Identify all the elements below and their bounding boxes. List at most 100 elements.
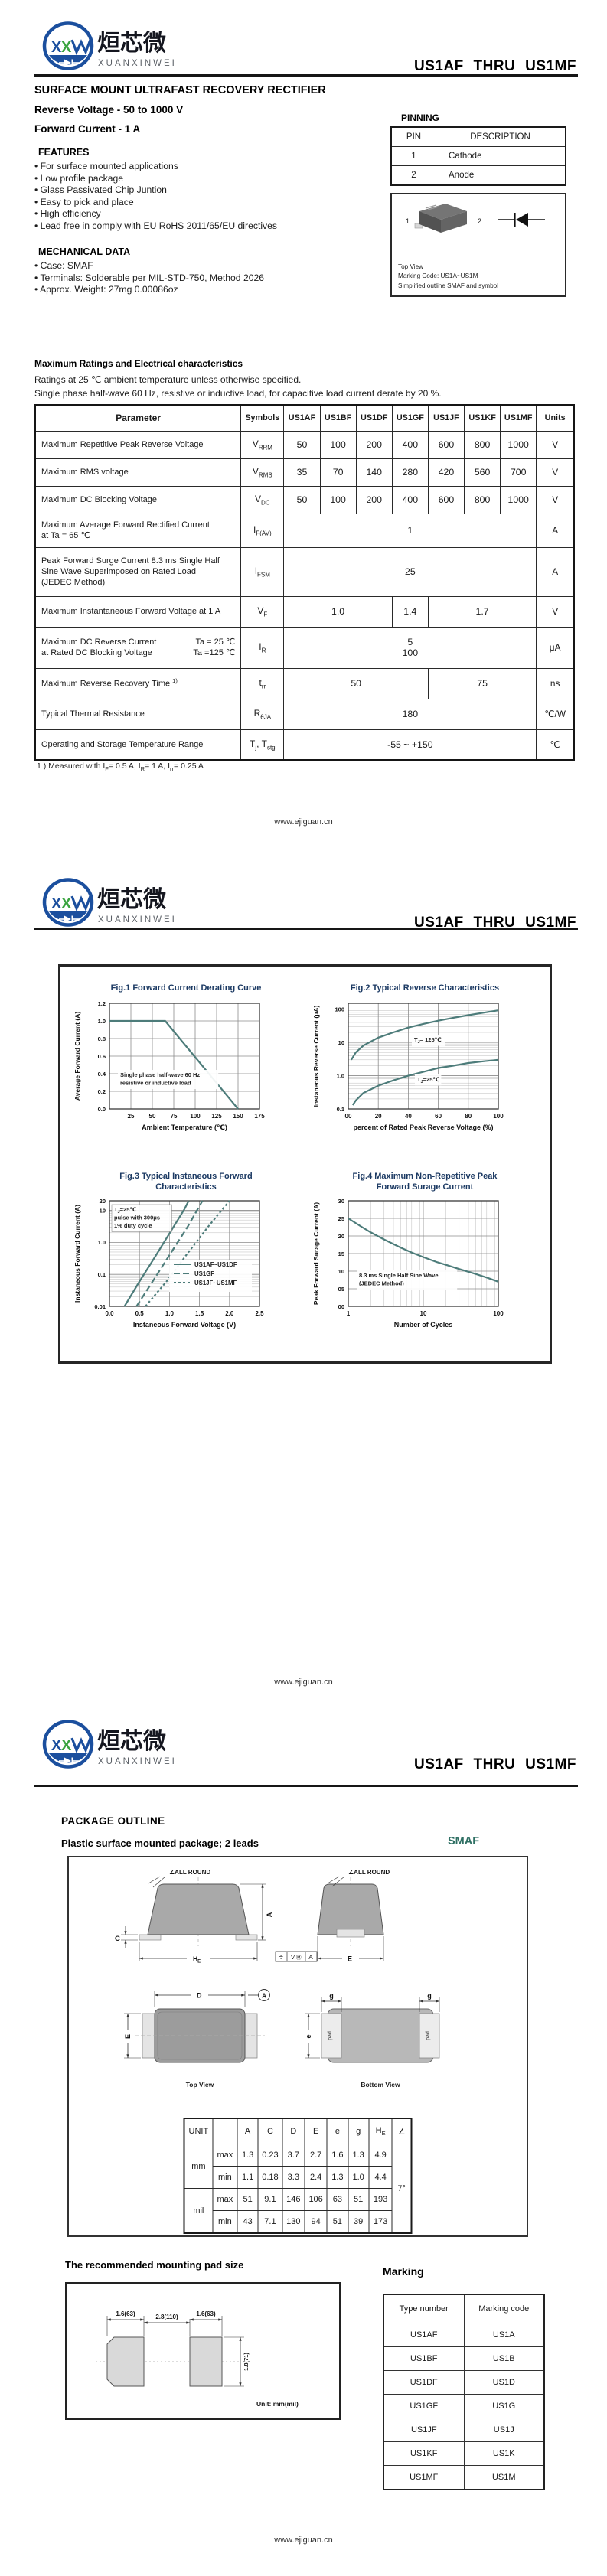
table-row: Maximum RMS voltage VRMS 35 70 140 280 420 560 7…	[34, 458, 575, 487]
dim-value: 1.3	[348, 2144, 370, 2167]
part-range-title: US1AF THRU US1MF	[413, 58, 576, 74]
caption-outline: Simplified outline SMAF and symbol	[398, 282, 499, 289]
x-tick-label: 20	[375, 1113, 382, 1120]
logo-diode-icon	[59, 915, 79, 923]
x-tick-label: 50	[149, 1113, 156, 1120]
dim-value: 7.1	[257, 2210, 283, 2234]
rating-value: 180	[283, 698, 537, 730]
table-header-row: Parameter Symbols US1AF US1BF US1DF US1GF US1J…	[34, 404, 575, 432]
series-tj-25c	[351, 1058, 499, 1106]
x-tick-label: 2.0	[225, 1310, 234, 1317]
x-tick-label: 150	[233, 1113, 243, 1120]
dim-value: 4.9	[368, 2144, 393, 2167]
symbol-cell: Tj, Tstg	[240, 729, 285, 761]
dim-g-label: g	[329, 1992, 334, 2000]
dim-col-header: ∠	[391, 2118, 413, 2144]
marking-code: US1D	[463, 2370, 545, 2395]
parameter-cell: Maximum Repetitive Peak Reverse Voltage	[34, 430, 242, 459]
logo-cn-text: 烜芯微	[97, 31, 166, 56]
datum-a-label: A	[262, 1993, 266, 2000]
symbol-cell: VRRM	[240, 430, 285, 459]
rating-value: 400	[391, 485, 429, 514]
features-heading: FEATURES	[38, 147, 90, 158]
y-tick-label: 0.2	[98, 1088, 106, 1095]
dim-value: 146	[282, 2188, 305, 2211]
type-number: US1KF	[383, 2441, 465, 2466]
rating-value: 800	[464, 485, 501, 514]
unit-col-header: UNIT	[183, 2118, 214, 2144]
mechanical-item: Approx. Weight: 27mg 0.00086oz	[34, 284, 264, 296]
y-tick-label: 0.01	[94, 1303, 106, 1310]
logo-x1: X	[51, 895, 62, 912]
chart-annotation: resistive or inductive load	[120, 1080, 191, 1087]
parameter-cell: Maximum DC Reverse Current Ta = 25 ℃ at Ra…	[34, 626, 242, 669]
rating-value: -55 ~ +150	[283, 729, 537, 761]
column-header: US1AF	[283, 404, 321, 432]
pin-number: 2	[390, 165, 436, 186]
unit-cell: V	[536, 485, 575, 514]
end-view: ∠ALL ROUND E	[317, 1869, 390, 1963]
minmax-cell: max	[212, 2144, 238, 2167]
part-range-title: US1AF THRU US1MF	[413, 1756, 576, 1772]
table-row: Maximum DC Blocking Voltage VDC 50 100 200 40…	[34, 485, 575, 514]
chart-annotation: Single phase half-wave 60 Hz	[120, 1071, 200, 1078]
desc-col-header: DESCRIPTION	[436, 126, 566, 147]
brand-logo: X X 烜芯微 XUANXINWEI	[42, 878, 175, 927]
pad-label: pad	[426, 2031, 431, 2040]
x-tick-label: 1.0	[165, 1310, 175, 1317]
type-number: US1GF	[383, 2394, 465, 2418]
y-axis-title: Average Forward Current (A)	[73, 1012, 81, 1101]
footer-url[interactable]: www.ejiguan.cn	[274, 1678, 333, 1687]
type-number: US1BF	[383, 2346, 465, 2371]
y-tick-label: 10	[100, 1207, 106, 1214]
footer-url[interactable]: www.ejiguan.cn	[274, 2535, 333, 2545]
marking-col-header: Type number	[383, 2294, 465, 2323]
y-tick-label: 10	[338, 1039, 344, 1046]
mechanical-list: Case: SMAFTerminals: Solderable per MIL-…	[34, 260, 264, 296]
y-tick-label: 15	[338, 1251, 344, 1257]
caption-marking-code: Marking Code: US1A~US1M	[398, 272, 478, 279]
y-tick-label: 10	[338, 1268, 344, 1275]
x-axis-title: Ambient Temperature (℃)	[142, 1123, 227, 1131]
logo-diode-icon	[59, 1757, 79, 1765]
table-row: min 1.1 0.18 3.3 2.4 1.3 1.0 4.4	[184, 2166, 412, 2189]
chart-annotation: 8.3 ms Single Half Sine Wave	[359, 1272, 439, 1279]
table-row: US1MF US1M	[383, 2465, 545, 2490]
pin-col-header: PIN	[390, 126, 436, 147]
pad-dim-right: 1.6(63)	[196, 2310, 216, 2317]
table-row: Operating and Storage Temperature Range T…	[34, 729, 575, 761]
y-tick-label: 100	[335, 1006, 344, 1012]
column-header: Units	[536, 404, 575, 432]
fig3-title: Fig.3 Typical Instaneous Forward Characte…	[119, 1172, 253, 1192]
rating-value: 50	[283, 485, 321, 514]
rating-value: 420	[427, 458, 465, 487]
diode-symbol-icon	[498, 213, 545, 227]
column-header: US1BF	[319, 404, 357, 432]
logo-slot: X X 烜芯微 XUANXINWEI	[42, 875, 295, 930]
pad-dim-left: 1.6(63)	[116, 2310, 135, 2317]
logo-diode-icon	[59, 59, 79, 67]
pad-label: pad	[328, 2031, 333, 2040]
logo-w-glyph	[70, 1737, 92, 1754]
tolerance-frame: ≑ V Ⓜ A	[275, 1951, 318, 1962]
logo-slot: X X 烜芯微 XUANXINWEI	[42, 18, 295, 73]
fig1-chart: 25 50 75 100 125 150 175 0.0 0.2 0.4 0.6 0.8 1.0 1.2 A…	[73, 1000, 265, 1131]
rating-value: 700	[500, 458, 537, 487]
marking-code: US1G	[463, 2394, 545, 2418]
parameter-cell: Maximum DC Blocking Voltage	[34, 485, 242, 514]
unit-cell: V	[536, 595, 575, 628]
pkg-pin1-label: 1	[406, 217, 410, 225]
fig3-chart: 0.0 0.5 1.0 1.5 2.0 2.5 0.01 0.1 1.0 10 20 Instaneo…	[73, 1198, 264, 1329]
y-tick-label: 20	[338, 1233, 344, 1240]
tol-symbol: ≑	[279, 1954, 284, 1961]
rating-value: 25	[283, 546, 537, 597]
table-row: US1GF US1G	[383, 2394, 545, 2418]
footer-url[interactable]: www.ejiguan.cn	[274, 817, 333, 827]
table-row: US1KF US1K	[383, 2441, 545, 2466]
dim-col-header: e	[326, 2118, 349, 2144]
y-tick-label: 00	[338, 1303, 344, 1310]
page2-header: X X 烜芯微 XUANXINWEI US1AF THRU US1MF	[34, 875, 578, 931]
series-tj-125c	[350, 1009, 499, 1061]
table-row: min 43 7.1 130 94 51 39 173	[184, 2210, 412, 2234]
